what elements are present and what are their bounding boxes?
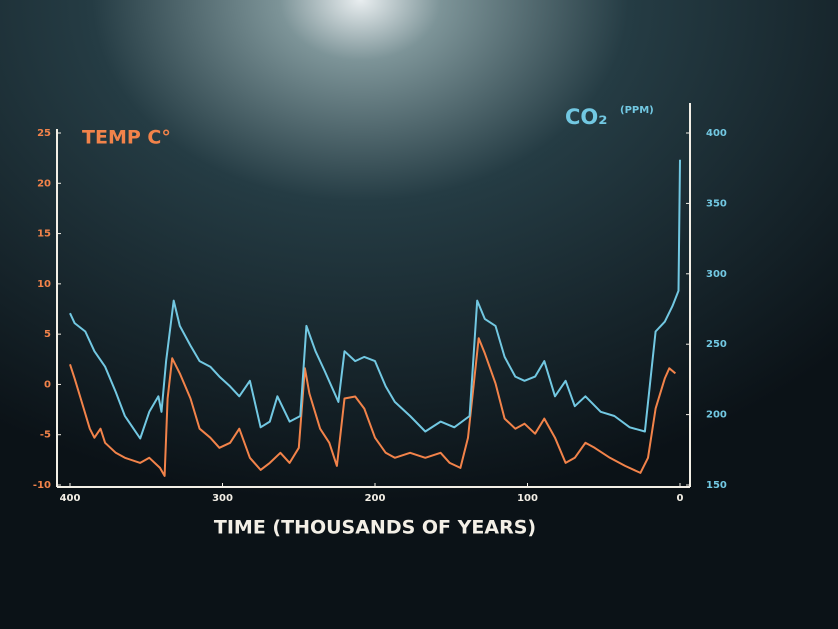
y2-tick-label: 300 — [706, 269, 727, 280]
y2-tick-label: 400 — [706, 128, 727, 139]
y2-tick-label: 150 — [706, 480, 727, 491]
x-axis-title: TIME (THOUSANDS OF YEARS) — [214, 517, 536, 539]
y-tick-label: 20 — [37, 178, 51, 189]
x-tick-label: 0 — [677, 493, 684, 504]
x-tick-label: 200 — [365, 493, 386, 504]
y-tick-label: 25 — [37, 128, 51, 139]
y-tick-label: 15 — [37, 229, 51, 240]
plot: -10 -5 0 5 10 15 20 25 150 200 250 300 350 400 400 300 2… — [33, 103, 727, 504]
series-line — [69, 337, 677, 477]
y2-axis-title: CO₂ — [565, 105, 607, 129]
y-axis-title: TEMP C° — [82, 127, 171, 149]
x-tick-label: 400 — [60, 493, 81, 504]
x-tick-label: 100 — [517, 493, 538, 504]
y2-axis-unit: (PPM) — [620, 105, 654, 116]
y-tick-label: -10 — [33, 480, 51, 491]
y-tick-label: 10 — [37, 279, 51, 290]
x-tick-label: 300 — [212, 493, 233, 504]
y2-tick-label: 200 — [706, 410, 727, 421]
y-tick-label: 0 — [44, 379, 51, 390]
y2-tick-label: 250 — [706, 339, 727, 350]
y-tick-label: -5 — [40, 430, 51, 441]
y2-tick-label: 350 — [706, 198, 727, 209]
series-line — [69, 159, 681, 440]
y-tick-label: 5 — [44, 329, 51, 340]
